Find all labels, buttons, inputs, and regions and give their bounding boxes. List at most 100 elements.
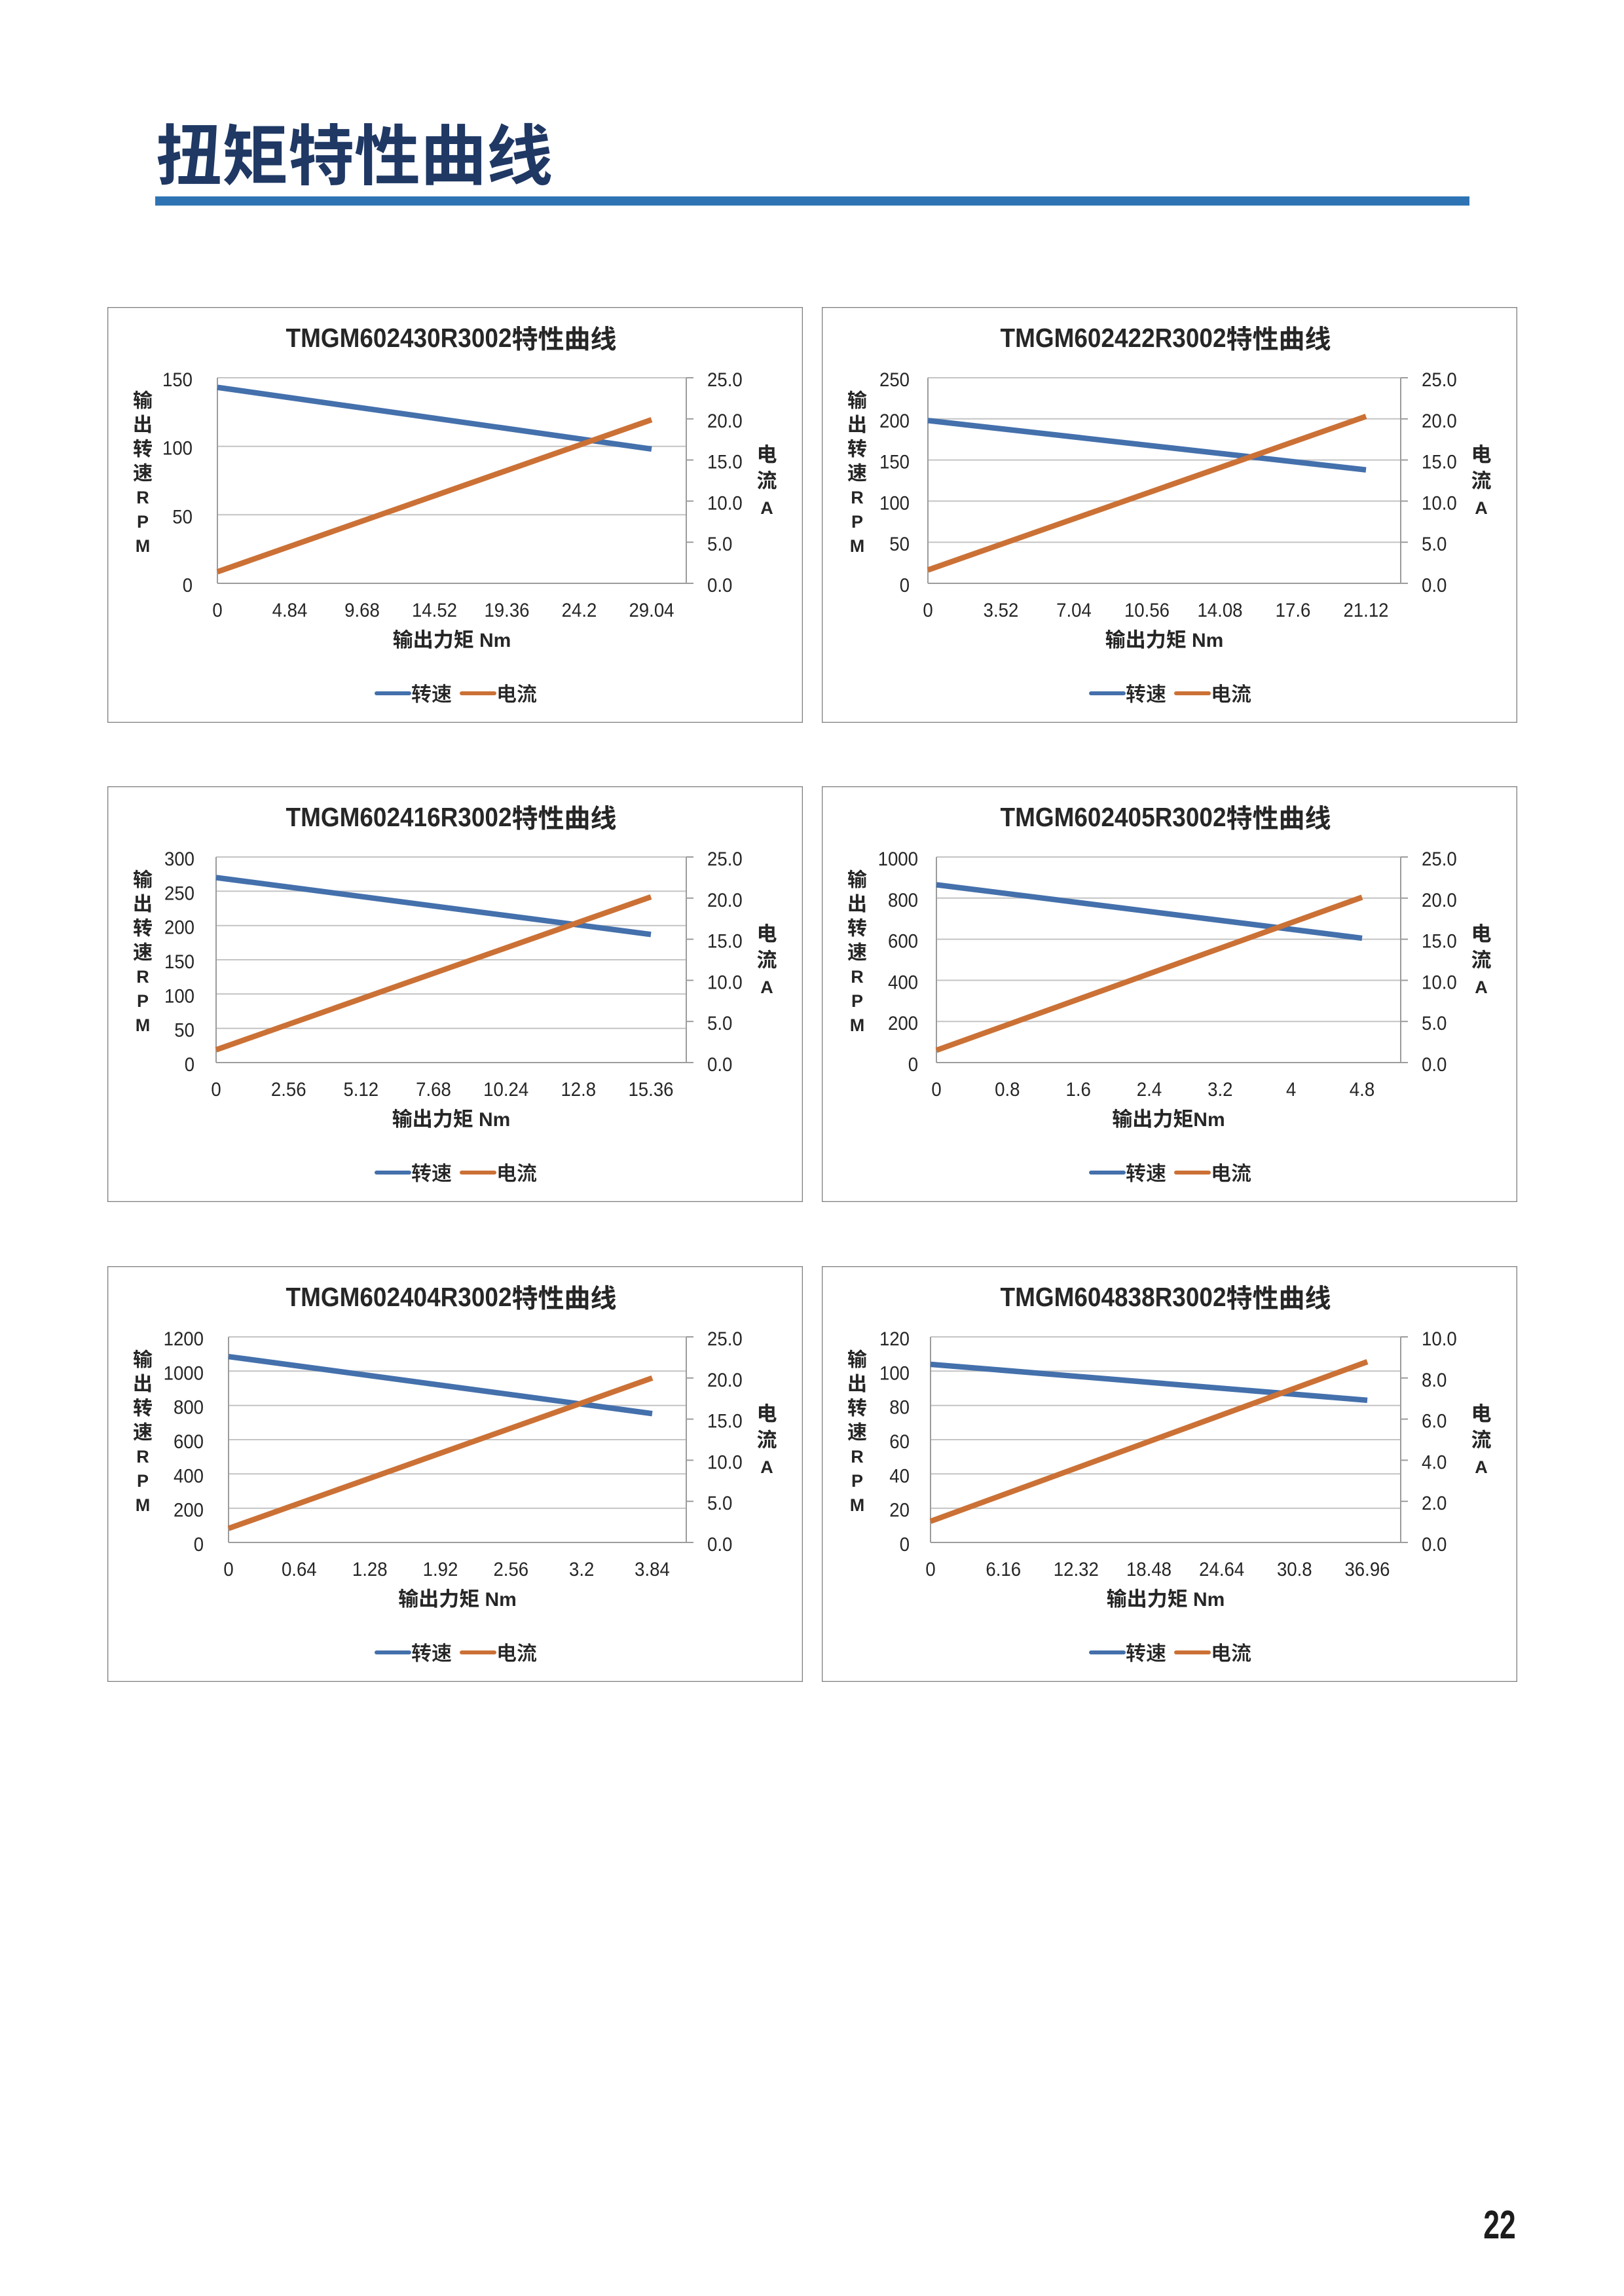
svg-text:0: 0 bbox=[925, 1559, 935, 1580]
svg-text:TMGM602404R3002: TMGM602404R3002 bbox=[286, 1282, 512, 1312]
svg-text:2.56: 2.56 bbox=[271, 1079, 306, 1101]
svg-text:3.2: 3.2 bbox=[1208, 1079, 1232, 1101]
svg-text:5.0: 5.0 bbox=[707, 1013, 732, 1034]
svg-text:24.64: 24.64 bbox=[1199, 1559, 1244, 1580]
svg-text:10.24: 10.24 bbox=[483, 1079, 528, 1101]
svg-text:Nm: Nm bbox=[485, 1589, 517, 1611]
svg-text:7.04: 7.04 bbox=[1056, 600, 1092, 621]
svg-text:4.8: 4.8 bbox=[1350, 1079, 1375, 1101]
svg-text:Nm: Nm bbox=[1192, 630, 1223, 651]
svg-text:50: 50 bbox=[889, 534, 910, 555]
svg-text:100: 100 bbox=[164, 985, 194, 1007]
svg-text:50: 50 bbox=[174, 1020, 194, 1042]
svg-text:5.0: 5.0 bbox=[1422, 534, 1447, 555]
svg-text:0.8: 0.8 bbox=[995, 1079, 1020, 1101]
svg-text:R: R bbox=[851, 1447, 864, 1467]
svg-text:600: 600 bbox=[888, 931, 918, 953]
svg-text:6.0: 6.0 bbox=[1422, 1411, 1447, 1432]
svg-text:10.0: 10.0 bbox=[1422, 1328, 1457, 1350]
svg-text:10.0: 10.0 bbox=[1422, 492, 1457, 514]
svg-text:1200: 1200 bbox=[164, 1328, 204, 1350]
svg-text:12.8: 12.8 bbox=[561, 1079, 596, 1101]
svg-text:100: 100 bbox=[879, 492, 910, 514]
svg-text:P: P bbox=[137, 512, 149, 532]
svg-text:A: A bbox=[760, 1457, 773, 1477]
svg-text:M: M bbox=[850, 536, 865, 556]
svg-text:0.0: 0.0 bbox=[1422, 1534, 1447, 1556]
svg-text:25.0: 25.0 bbox=[1422, 369, 1457, 391]
svg-text:1.28: 1.28 bbox=[352, 1559, 388, 1580]
svg-text:2.56: 2.56 bbox=[493, 1559, 528, 1580]
svg-text:TMGM602430R3002: TMGM602430R3002 bbox=[286, 323, 512, 353]
svg-text:R: R bbox=[136, 1447, 149, 1467]
svg-text:100: 100 bbox=[879, 1362, 910, 1384]
svg-text:M: M bbox=[136, 536, 151, 556]
svg-text:P: P bbox=[137, 991, 149, 1011]
svg-text:25.0: 25.0 bbox=[707, 1328, 743, 1350]
svg-text:30.8: 30.8 bbox=[1277, 1559, 1312, 1580]
svg-text:P: P bbox=[851, 991, 863, 1011]
svg-text:24.2: 24.2 bbox=[562, 600, 597, 621]
svg-text:120: 120 bbox=[879, 1328, 910, 1350]
svg-text:M: M bbox=[136, 1015, 151, 1035]
svg-text:40: 40 bbox=[889, 1465, 910, 1487]
svg-text:17.6: 17.6 bbox=[1276, 600, 1311, 621]
svg-text:50: 50 bbox=[172, 506, 193, 528]
svg-text:Nm: Nm bbox=[1193, 1589, 1225, 1611]
svg-text:20: 20 bbox=[889, 1500, 910, 1522]
svg-text:29.04: 29.04 bbox=[629, 600, 674, 621]
svg-text:12.32: 12.32 bbox=[1054, 1559, 1099, 1580]
svg-text:20.0: 20.0 bbox=[707, 1370, 743, 1391]
svg-text:0.0: 0.0 bbox=[1422, 1054, 1447, 1076]
svg-text:0.64: 0.64 bbox=[282, 1559, 317, 1580]
svg-text:A: A bbox=[760, 498, 773, 518]
svg-text:0.0: 0.0 bbox=[707, 1054, 732, 1076]
svg-text:10.0: 10.0 bbox=[1422, 972, 1457, 993]
svg-text:80: 80 bbox=[889, 1397, 910, 1419]
svg-text:25.0: 25.0 bbox=[707, 848, 743, 870]
svg-text:800: 800 bbox=[174, 1397, 204, 1419]
svg-text:P: P bbox=[851, 1471, 863, 1491]
svg-text:10.0: 10.0 bbox=[707, 492, 743, 514]
svg-text:15.36: 15.36 bbox=[628, 1079, 673, 1101]
svg-text:5.0: 5.0 bbox=[1422, 1013, 1447, 1034]
svg-text:19.36: 19.36 bbox=[484, 600, 529, 621]
svg-text:4.0: 4.0 bbox=[1422, 1451, 1447, 1473]
svg-text:0.0: 0.0 bbox=[707, 575, 732, 596]
svg-text:M: M bbox=[850, 1495, 865, 1515]
svg-text:9.68: 9.68 bbox=[344, 600, 380, 621]
svg-text:400: 400 bbox=[174, 1465, 204, 1487]
svg-text:A: A bbox=[1475, 977, 1488, 997]
svg-text:2.0: 2.0 bbox=[1422, 1493, 1447, 1514]
svg-text:Nm: Nm bbox=[1193, 1109, 1225, 1131]
svg-text:0: 0 bbox=[212, 600, 222, 621]
svg-text:10.56: 10.56 bbox=[1124, 600, 1170, 621]
svg-text:200: 200 bbox=[888, 1013, 918, 1034]
svg-text:150: 150 bbox=[162, 369, 193, 391]
svg-text:15.0: 15.0 bbox=[707, 1411, 743, 1432]
svg-text:3.84: 3.84 bbox=[635, 1559, 670, 1580]
svg-text:7.68: 7.68 bbox=[416, 1079, 451, 1101]
svg-text:0: 0 bbox=[923, 600, 932, 621]
svg-text:A: A bbox=[1475, 498, 1488, 518]
svg-text:TMGM604838R3002: TMGM604838R3002 bbox=[1001, 1282, 1227, 1312]
svg-text:TMGM602422R3002: TMGM602422R3002 bbox=[1001, 323, 1227, 353]
svg-text:0: 0 bbox=[211, 1079, 221, 1101]
svg-text:0: 0 bbox=[223, 1559, 233, 1580]
svg-text:250: 250 bbox=[879, 369, 910, 391]
svg-text:14.08: 14.08 bbox=[1197, 600, 1242, 621]
svg-text:5.0: 5.0 bbox=[707, 1493, 732, 1514]
svg-text:14.52: 14.52 bbox=[412, 600, 457, 621]
svg-text:10.0: 10.0 bbox=[707, 972, 743, 993]
svg-text:200: 200 bbox=[879, 410, 910, 432]
svg-text:3.2: 3.2 bbox=[569, 1559, 594, 1580]
svg-text:20.0: 20.0 bbox=[1422, 410, 1457, 432]
svg-text:200: 200 bbox=[174, 1500, 204, 1522]
svg-text:P: P bbox=[851, 512, 863, 532]
svg-text:0.0: 0.0 bbox=[1422, 575, 1447, 596]
svg-text:4: 4 bbox=[1286, 1079, 1296, 1101]
svg-text:6.16: 6.16 bbox=[986, 1559, 1021, 1580]
svg-text:15.0: 15.0 bbox=[707, 452, 743, 473]
svg-text:A: A bbox=[1475, 1457, 1488, 1477]
svg-text:36.96: 36.96 bbox=[1344, 1559, 1390, 1580]
